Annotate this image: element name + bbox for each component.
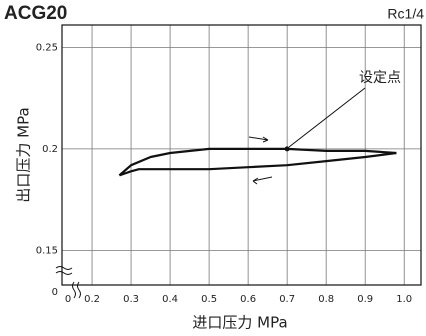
chart-title: ACG20 [4,3,67,24]
y-tick-label: 0.15 [36,245,58,256]
y-tick-label: 0.25 [36,42,58,53]
x-axis-break [72,281,81,299]
annotation: 设定点 [359,70,401,86]
x-tick-label: 0.7 [279,294,295,305]
arrow-right [248,136,269,143]
y-axis-label: 出口压力 MPa [15,107,33,202]
y-tick-label: 0.2 [42,144,58,155]
subtitle: Rc1/4 [387,6,424,22]
curve [118,147,397,177]
curve [119,151,397,177]
x-tick-label: 0.4 [162,294,178,305]
x-tick-label: 1.0 [396,294,412,305]
leader-line [288,87,366,148]
y-axis-break [55,266,73,275]
x-tick-label: 0.8 [318,294,334,305]
x-axis-label: 进口压力 MPa [192,314,287,332]
x-origin-label: 0 [65,294,71,305]
x-tick-label: 0.6 [240,294,256,305]
set-point [284,146,290,152]
arrow-left [252,176,273,185]
y-origin-label: 0 [52,287,58,298]
plot-frame [61,24,422,286]
x-tick-label: 0.2 [84,294,100,305]
x-tick-label: 0.3 [123,294,139,305]
x-tick-label: 0.9 [357,294,373,305]
x-tick-label: 0.5 [201,294,217,305]
